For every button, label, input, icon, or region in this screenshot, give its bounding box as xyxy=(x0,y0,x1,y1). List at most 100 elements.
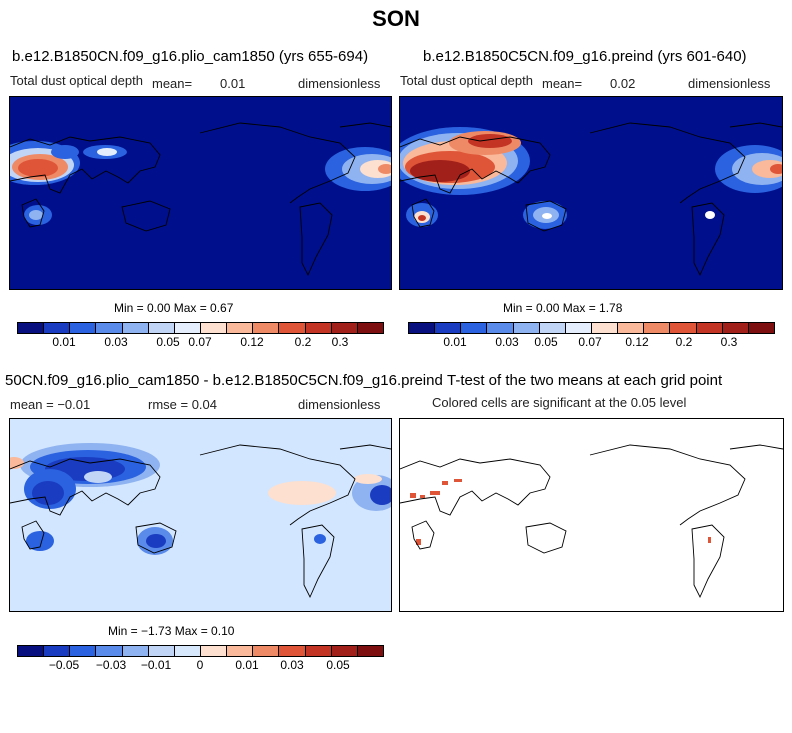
diff-contour xyxy=(314,534,326,544)
colorbar-swatch xyxy=(565,323,592,333)
panel-3-mean: mean = −0.01 xyxy=(10,397,91,412)
coastline xyxy=(299,202,333,277)
panel-1-colorbar xyxy=(17,322,384,334)
panel-2-variable: Total dust optical depth xyxy=(400,73,533,88)
diff-contour xyxy=(146,534,166,548)
panel-2-minmax: Min = 0.00 Max = 1.78 xyxy=(503,301,623,315)
colorbar-swatch xyxy=(253,323,280,333)
colorbar-swatch xyxy=(18,323,45,333)
coastlines xyxy=(400,122,782,277)
coastline xyxy=(121,200,171,232)
colorbar-tick-label: 0.12 xyxy=(625,335,649,349)
dust-contour xyxy=(51,145,79,159)
colorbar-swatch xyxy=(696,323,723,333)
diff-contour xyxy=(10,457,24,469)
significant-cell xyxy=(410,493,416,498)
colorbar-swatch xyxy=(618,323,645,333)
colorbar-tick-label: 0.12 xyxy=(240,335,264,349)
colorbar-swatch xyxy=(357,323,383,333)
dust-contour xyxy=(18,159,58,177)
coastline xyxy=(525,522,567,554)
colorbar-tick-label: 0.03 xyxy=(104,335,128,349)
difference-field xyxy=(10,443,391,555)
colorbar-tick-label: 0.01 xyxy=(52,335,76,349)
colorbar-swatch xyxy=(70,646,97,656)
coastline xyxy=(199,122,356,204)
colorbar-swatch xyxy=(331,646,358,656)
colorbar-tick-label: 0.2 xyxy=(675,335,693,349)
diff-contour xyxy=(370,485,391,505)
panel-4-title: T-test of the two means at each grid poi… xyxy=(447,372,723,389)
panel-1-map-svg xyxy=(10,97,391,289)
diff-contour xyxy=(32,481,64,505)
coastline xyxy=(400,136,551,194)
coastline xyxy=(729,122,782,128)
colorbar-tick-label: 0.03 xyxy=(280,658,304,672)
colorbar-tick-label: 0.05 xyxy=(156,335,180,349)
dust-field xyxy=(400,127,782,229)
colorbar-swatch xyxy=(748,323,774,333)
colorbar-tick-label: −0.03 xyxy=(95,658,127,672)
colorbar-swatch xyxy=(513,323,540,333)
significance-cells xyxy=(410,479,711,545)
significant-cell xyxy=(416,539,421,545)
coastline xyxy=(339,444,391,450)
dust-contour xyxy=(97,148,117,156)
colorbar-swatch xyxy=(18,646,45,656)
panel-2-mean-value: 0.02 xyxy=(610,76,636,91)
panel-2-colorbar xyxy=(408,322,775,334)
colorbar-swatch xyxy=(461,323,488,333)
panel-1-variable: Total dust optical depth xyxy=(10,73,143,88)
coastline xyxy=(589,444,746,526)
panel-1-title: b.e12.B1850CN.f09_g16.plio_cam1850 (yrs … xyxy=(12,48,369,65)
coastlines xyxy=(10,122,391,277)
dust-contour xyxy=(468,134,512,148)
coastline xyxy=(400,458,551,516)
significant-cell xyxy=(430,491,440,495)
panel-2-mean-label: mean= xyxy=(542,76,583,91)
colorbar-swatch xyxy=(174,646,201,656)
panel-2-title: b.e12.B1850C5CN.f09_g16.preind (yrs 601-… xyxy=(423,48,747,65)
coastline xyxy=(691,524,725,599)
colorbar-swatch xyxy=(279,646,306,656)
colorbar-swatch xyxy=(644,323,671,333)
coastline xyxy=(21,520,45,550)
colorbar-tick-label: −0.01 xyxy=(140,658,172,672)
colorbar-swatch xyxy=(200,646,228,656)
colorbar-tick-label: 0.01 xyxy=(443,335,467,349)
significant-cell xyxy=(420,495,425,498)
coastline xyxy=(10,458,161,516)
panel-1-mean-label: mean= xyxy=(152,76,193,91)
colorbar-swatch xyxy=(305,323,332,333)
colorbar-swatch xyxy=(122,646,149,656)
colorbar-tick-label: 0.05 xyxy=(326,658,350,672)
colorbar-swatch xyxy=(357,646,383,656)
colorbar-swatch xyxy=(200,323,228,333)
panel-4-map xyxy=(399,418,784,612)
colorbar-tick-label: 0 xyxy=(196,658,204,672)
colorbar-swatch xyxy=(96,323,123,333)
panel-3-rmse: rmse = 0.04 xyxy=(148,397,218,412)
panel-3-map-svg xyxy=(10,419,391,611)
coastline xyxy=(411,520,435,550)
colorbar-swatch xyxy=(591,323,619,333)
colorbar-swatch xyxy=(122,323,149,333)
coastline xyxy=(21,198,45,228)
colorbar-tick-label: 0.3 xyxy=(331,335,349,349)
map-background xyxy=(400,419,783,611)
panel-3-title: 50CN.f09_g16.plio_cam1850 - b.e12.B1850C… xyxy=(5,372,443,389)
dust-contour xyxy=(705,211,715,219)
significant-cell xyxy=(454,479,462,482)
dust-contour xyxy=(418,215,426,221)
colorbar-swatch xyxy=(722,323,749,333)
colorbar-swatch xyxy=(435,323,462,333)
diff-contour xyxy=(84,471,112,483)
panel-2-map xyxy=(399,96,783,290)
colorbar-tick-label: 0.03 xyxy=(495,335,519,349)
colorbar-swatch xyxy=(305,646,332,656)
colorbar-swatch xyxy=(279,323,306,333)
colorbar-swatch xyxy=(148,646,175,656)
coastline xyxy=(691,202,725,277)
colorbar-swatch xyxy=(539,323,566,333)
colorbar-swatch xyxy=(409,323,436,333)
